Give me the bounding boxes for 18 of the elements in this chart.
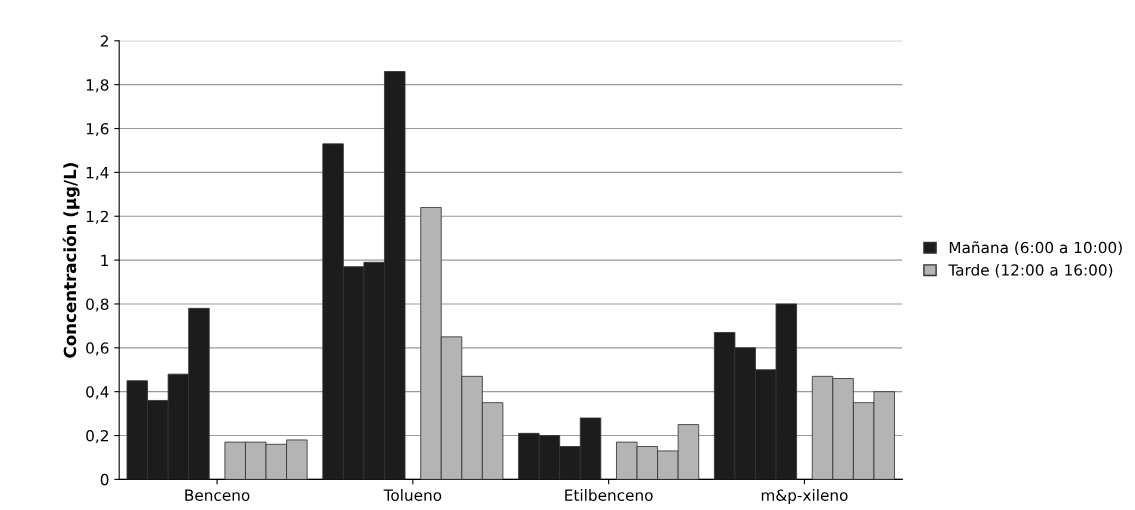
- y-tick-label: 1,8: [86, 79, 109, 93]
- y-tick-label: 1,6: [86, 122, 109, 137]
- y-tick-label: 0,8: [86, 298, 109, 312]
- legend-label: Tarde (12:00 a 16:00): [948, 263, 1113, 278]
- y-tick-label: 1: [101, 254, 109, 266]
- y-tick-label: 2: [100, 35, 108, 47]
- x-tick-label: Benceno: [185, 489, 250, 501]
- y-tick-label: 1,2: [86, 210, 108, 224]
- legend-label: Mañana (6:00 a 10:00): [949, 241, 1122, 256]
- y-tick-label: 0,4: [86, 386, 109, 400]
- y-tick-label: 0,2: [86, 430, 108, 444]
- y-tick-label: 0,6: [86, 342, 109, 356]
- x-tick-label: Tolueno: [383, 489, 442, 501]
- y-tick-label: 1,4: [86, 167, 109, 180]
- y-axis-title: Concentración (µg/L): [62, 163, 80, 358]
- x-tick-label: m&p-xileno: [761, 489, 848, 504]
- y-tick-label: 0: [100, 473, 109, 486]
- x-tick-label: Etilbenceno: [565, 489, 653, 501]
